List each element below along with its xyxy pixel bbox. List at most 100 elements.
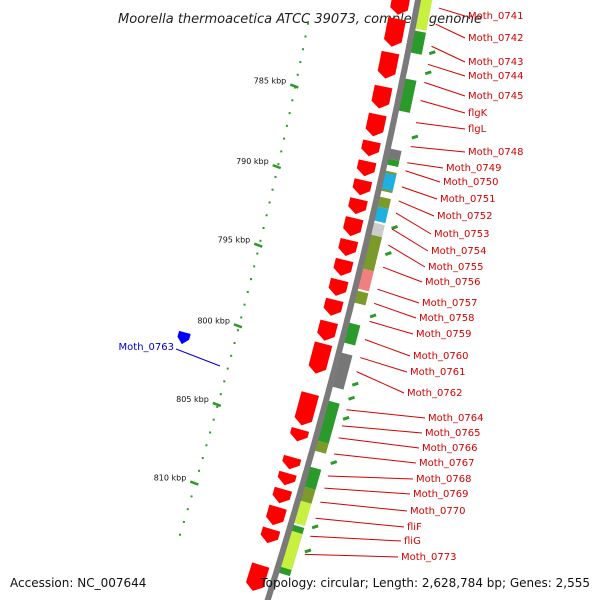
scale-dot	[280, 150, 283, 153]
gene-label[interactable]: Moth_0773	[401, 552, 456, 563]
gene-label[interactable]: flgL	[468, 124, 487, 135]
scale-tick-label: 785 kbp	[254, 77, 287, 86]
cds-arrow-inner	[377, 50, 400, 79]
gene-label[interactable]: Moth_0743	[468, 57, 523, 68]
gene-label[interactable]: Moth_0741	[468, 11, 523, 22]
gene-label[interactable]: Moth_0748	[468, 147, 523, 158]
gene-label[interactable]: Moth_0768	[416, 474, 471, 485]
gene-label[interactable]: flgK	[468, 108, 488, 119]
cds-mark	[391, 225, 399, 230]
scale-dot	[212, 418, 215, 421]
cds-arrow-inner	[333, 257, 354, 276]
label-leader-line	[401, 186, 438, 200]
gene-label[interactable]: Moth_0744	[468, 71, 523, 82]
gene-label[interactable]: Moth_0760	[413, 351, 468, 362]
gene-label[interactable]: Moth_0749	[446, 163, 501, 174]
cds-mark	[342, 415, 350, 421]
label-leader-line	[431, 45, 466, 63]
gene-label[interactable]: Moth_0761	[410, 367, 465, 378]
scale-dot	[256, 252, 259, 255]
scale-ticks: 785 kbp 790 kbp 795 kbp 800 kbp 805 kbp 810 k…	[154, 77, 299, 486]
scale-dot	[285, 124, 288, 127]
scale-dot	[205, 444, 208, 447]
label-leader-line	[435, 23, 466, 39]
label-leader-line	[388, 244, 426, 268]
gene-label[interactable]: Moth_0755	[428, 262, 483, 273]
label-leader-line	[438, 7, 466, 17]
cds-mark	[424, 70, 432, 76]
gene-label[interactable]: Moth_0742	[468, 33, 523, 44]
scale-dot	[296, 73, 299, 76]
scale-dot	[201, 457, 204, 460]
cds-arrow-inner	[356, 159, 377, 177]
scale-tick-label: 800 kbp	[197, 316, 230, 325]
label-leader-line	[364, 339, 411, 357]
gene-label[interactable]: Moth_0770	[410, 506, 465, 517]
label-leader-line	[405, 170, 441, 183]
label-leader-line	[415, 122, 466, 130]
gene-label[interactable]: fliG	[404, 536, 421, 547]
gene-label[interactable]: Moth_0759	[416, 329, 471, 340]
gene-label-highlighted[interactable]: Moth_0763	[119, 342, 174, 353]
gene-label[interactable]: Moth_0750	[443, 177, 498, 188]
cds-mark	[311, 524, 319, 530]
cds-mark	[330, 460, 338, 465]
scale-dot	[304, 35, 307, 38]
gene-label[interactable]: Moth_0762	[407, 388, 462, 399]
gene-label[interactable]: fliF	[407, 522, 422, 533]
gene-label[interactable]: Moth_0756	[425, 277, 480, 288]
cds-mark	[428, 50, 436, 56]
scale-tick	[233, 323, 243, 329]
label-leader-line	[320, 501, 408, 512]
scale-dot	[226, 367, 229, 370]
cds-mark	[369, 313, 377, 319]
scale-dot	[301, 48, 304, 51]
gene-label[interactable]: Moth_0751	[440, 194, 495, 205]
scale-dot	[246, 290, 249, 293]
scale-dot	[190, 495, 193, 498]
cds-arrow-inner	[308, 341, 333, 374]
gene-label[interactable]: Moth_0766	[422, 443, 477, 454]
cds-mark	[348, 395, 356, 401]
scale-dot	[240, 316, 243, 319]
scale-tick	[272, 163, 282, 170]
cds-arrow-inner	[294, 391, 319, 426]
label-leader-line	[324, 487, 411, 495]
scale-tick	[253, 242, 263, 248]
cds-mark	[384, 251, 392, 257]
scale-tick	[212, 401, 222, 408]
gene-label[interactable]: Moth_0758	[419, 313, 474, 324]
label-leader-line	[424, 81, 466, 97]
gene-label[interactable]: Moth_0757	[422, 298, 477, 309]
gene-label[interactable]: Moth_0764	[428, 413, 483, 424]
gene-label[interactable]: Moth_0767	[419, 458, 474, 469]
gene-label[interactable]: Moth_0745	[468, 91, 523, 102]
scale-dot	[307, 22, 310, 25]
label-leader-line	[334, 453, 417, 464]
scale-dot	[291, 99, 294, 102]
scale-tick	[189, 480, 199, 486]
cds-arrow-inner	[361, 139, 381, 157]
label-leader-line	[410, 146, 466, 153]
cds-arrow-inner	[371, 84, 393, 109]
scale-dot	[253, 265, 256, 268]
scale-dot	[182, 520, 185, 523]
cds-arrow-inner	[277, 470, 297, 486]
gene-label[interactable]: Moth_0753	[434, 229, 489, 240]
gene-label[interactable]: Moth_0754	[431, 246, 486, 257]
scale-dot	[243, 303, 246, 306]
scale-dot	[249, 278, 252, 281]
scale-dot	[277, 163, 280, 166]
gene-label[interactable]: Moth_0769	[413, 489, 468, 500]
cds-arrow-inner	[266, 504, 287, 526]
label-leader-line	[310, 535, 402, 542]
cds-mark	[351, 381, 359, 387]
scale-dot	[271, 188, 274, 191]
cds-arrow-inner	[272, 486, 293, 504]
label-leader-line	[382, 266, 423, 283]
gene-label[interactable]: Moth_0765	[425, 428, 480, 439]
label-lines	[175, 7, 466, 558]
label-leader-line	[356, 371, 405, 394]
gene-label[interactable]: Moth_0752	[437, 211, 492, 222]
scale-dot	[299, 61, 302, 64]
